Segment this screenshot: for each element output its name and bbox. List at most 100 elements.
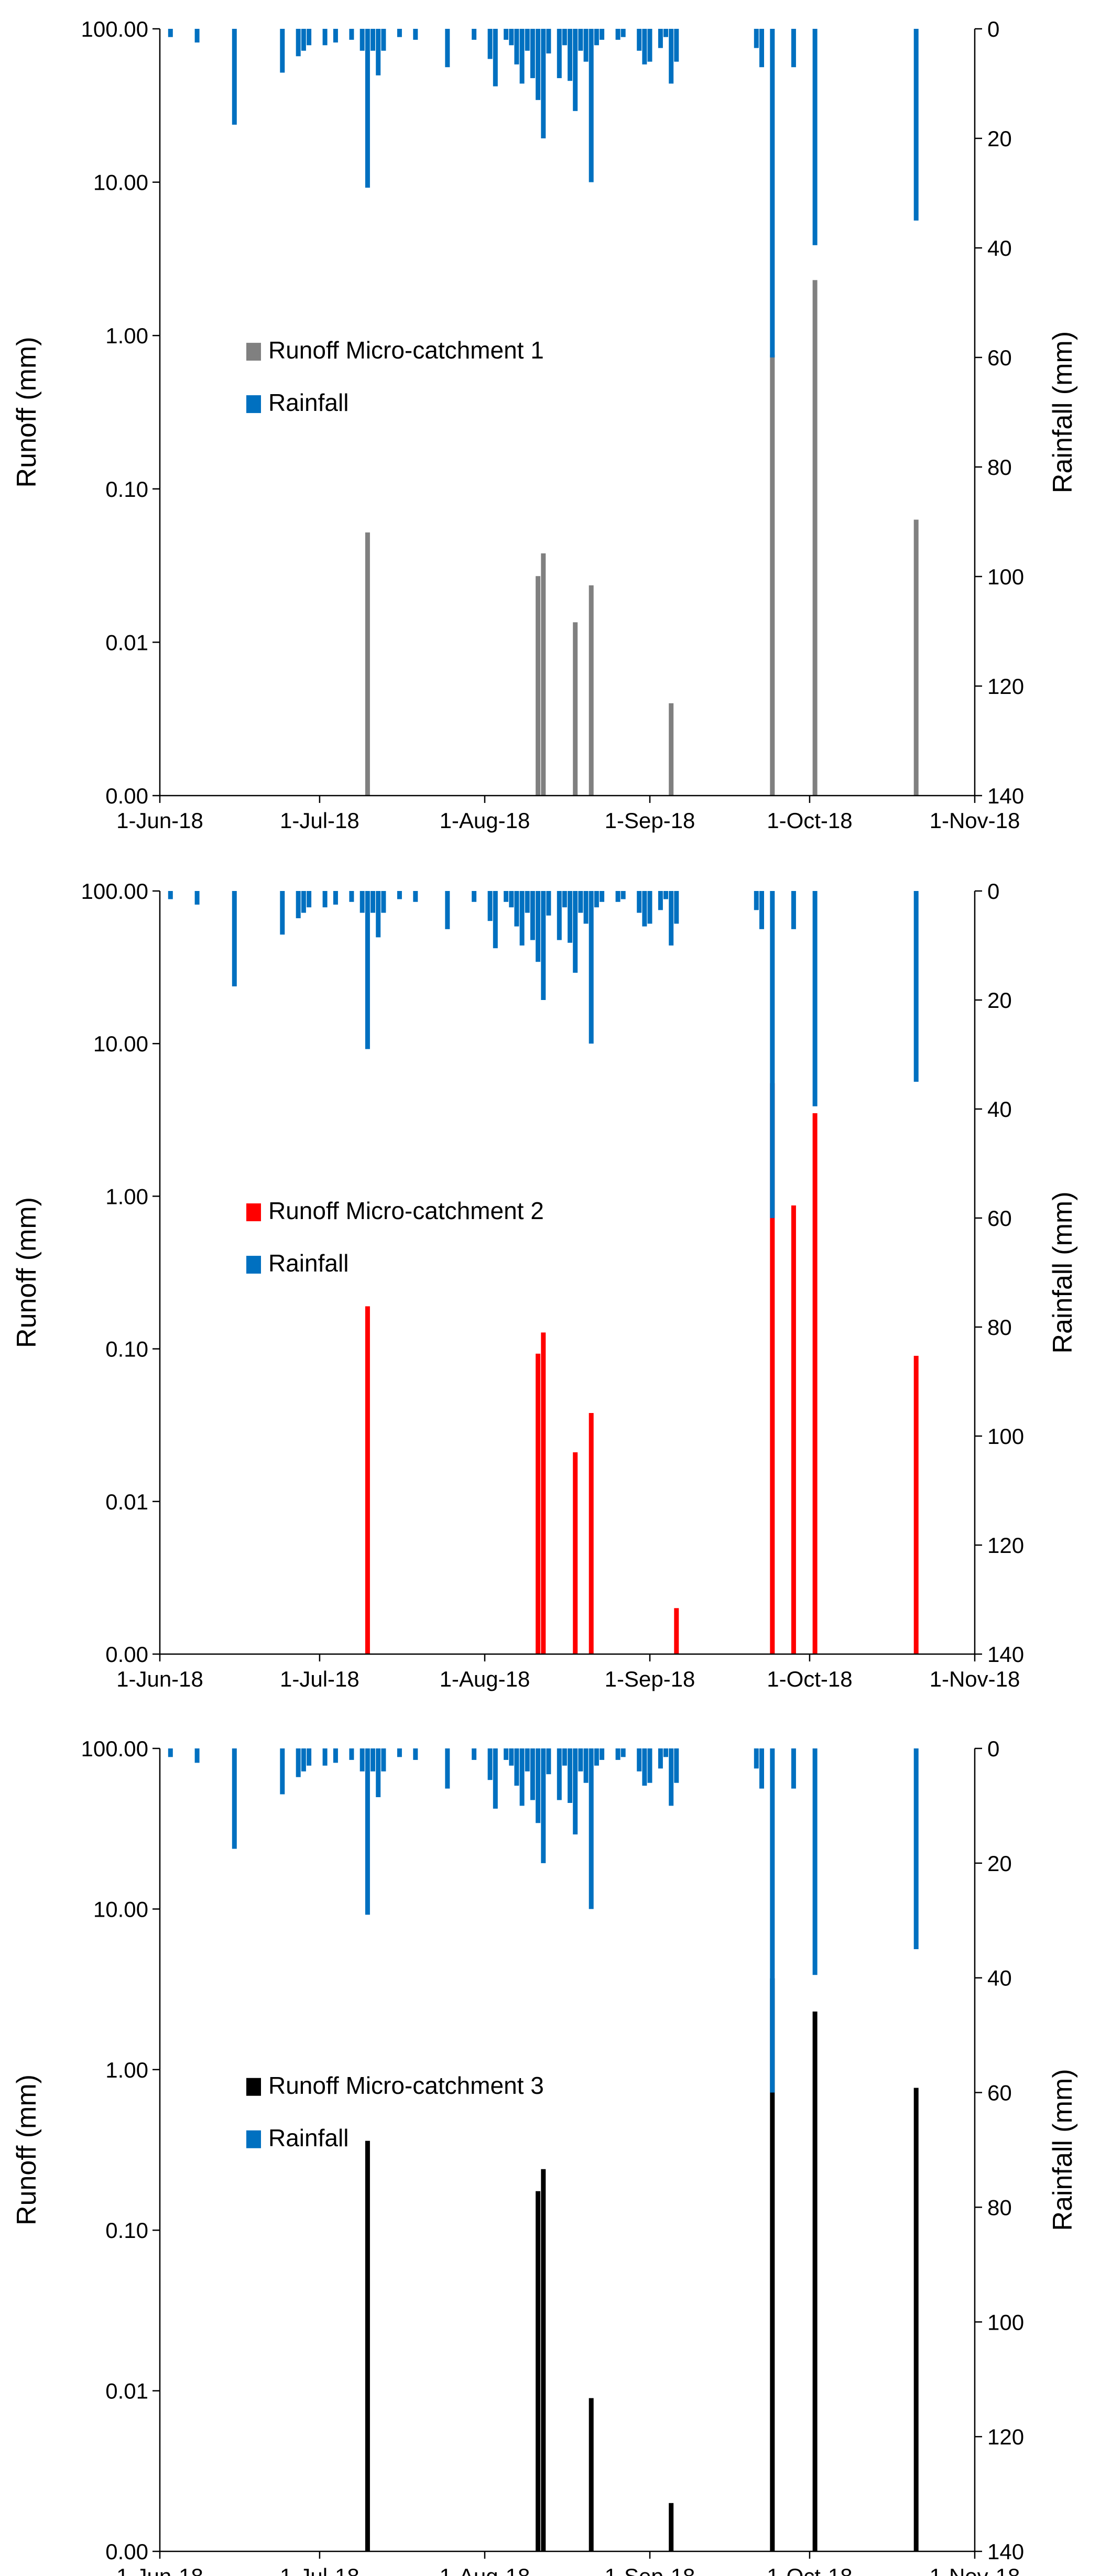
right-y-tick-label: 140 <box>987 784 1024 808</box>
left-y-tick-label: 0.10 <box>105 477 148 502</box>
rainfall-bar-48 <box>674 1748 679 1783</box>
runoff-bar-3 <box>541 1332 546 1654</box>
rainfall-bar-52 <box>791 891 796 929</box>
rainfall-bar-30 <box>546 891 551 916</box>
rainfall-bar-36 <box>583 891 589 924</box>
x-tick-label: 1-Oct-18 <box>767 808 852 833</box>
rainfall-bar-43 <box>642 1748 647 1786</box>
rainfall-bar-29 <box>541 29 546 138</box>
x-tick-label: 1-Sep-18 <box>605 808 695 833</box>
chart-panel-1: 0.00 0.01 0.10 1.00 10.00 100.00 0 20 40 60 80 100 1… <box>12 17 1078 833</box>
rainfall-bar-18 <box>445 891 450 929</box>
rainfall-bar-51 <box>770 1748 775 2093</box>
rainfall-bar-46 <box>663 891 668 899</box>
rainfall-bar-13 <box>371 29 375 51</box>
legend: Runoff Micro-catchment 3 Rainfall <box>246 2072 544 2151</box>
rainfall-bar-51 <box>770 29 775 357</box>
rainfall-bar-41 <box>620 891 626 899</box>
left-y-tick-label: 100.00 <box>81 1736 148 1761</box>
rainfall-bar-8 <box>322 891 328 908</box>
rainfall-bar-27 <box>530 29 535 79</box>
rainfall-bar-39 <box>600 29 605 40</box>
rainfall-bar-11 <box>360 1748 365 1771</box>
rainfall-bar-37 <box>589 1748 594 1909</box>
rainfall-bar-34 <box>573 891 578 973</box>
rainfall-bar-38 <box>594 29 599 46</box>
runoff-bar-7 <box>770 354 775 796</box>
rainfall-bar-14 <box>376 891 381 938</box>
runoff-bar-6 <box>674 1608 679 1654</box>
rainfall-bar-42 <box>637 1748 642 1771</box>
rainfall-bar-29 <box>541 891 546 1000</box>
runoff-bar-8 <box>791 1205 796 1654</box>
left-y-axis-title: Runoff (mm) <box>12 1197 42 1348</box>
rainfall-bar-20 <box>487 1748 493 1780</box>
left-y-tick-label: 0.00 <box>105 2539 148 2564</box>
runoff-bar-7 <box>770 1083 775 1654</box>
x-tick-label: 1-Nov-18 <box>930 2564 1020 2576</box>
x-tick-label: 1-Nov-18 <box>930 1667 1020 1691</box>
rainfall-bar-16 <box>397 1748 402 1757</box>
rainfall-bar-54 <box>913 1748 919 1949</box>
right-y-tick-label: 100 <box>987 564 1024 589</box>
rainfall-bar-44 <box>647 891 652 924</box>
rainfall-bar-5 <box>296 891 301 918</box>
rainfall-bar-31 <box>557 891 562 940</box>
right-y-axis-title: Rainfall (mm) <box>1048 331 1078 493</box>
rainfall-bar-47 <box>669 29 674 84</box>
rainfall-bar-53 <box>812 29 818 245</box>
right-y-axis-title: Rainfall (mm) <box>1048 2069 1078 2231</box>
rainfall-bar-40 <box>615 891 620 902</box>
rainfall-bar-8 <box>322 1748 328 1766</box>
right-y-tick-label: 40 <box>987 1097 1012 1122</box>
x-tick-label: 1-Jun-18 <box>116 2564 203 2576</box>
rainfall-bar-45 <box>658 29 663 48</box>
rainfall-bar-2 <box>194 1748 200 1763</box>
rainfall-bar-50 <box>759 891 764 929</box>
rainfall-bar-32 <box>562 1748 567 1766</box>
rainfall-bar-49 <box>754 29 759 48</box>
rainfall-bar-14 <box>376 29 381 75</box>
right-y-tick-label: 60 <box>987 345 1012 370</box>
left-y-tick-label: 10.00 <box>93 170 148 195</box>
rainfall-bar-45 <box>658 1748 663 1769</box>
rainfall-bar-10 <box>349 29 354 40</box>
rainfall-bar-2 <box>194 29 200 43</box>
runoff-bar-4 <box>589 2398 594 2551</box>
rainfall-bar-27 <box>530 891 535 940</box>
rainfall-bar-10 <box>349 891 354 902</box>
right-y-tick-label: 0 <box>987 1736 999 1761</box>
rainfall-bar-15 <box>381 29 386 51</box>
left-y-axis-title: Runoff (mm) <box>12 2074 42 2225</box>
rainfall-bar-30 <box>546 1748 551 1775</box>
rainfall-bar-22 <box>504 29 509 40</box>
rainfall-bar-44 <box>647 1748 652 1783</box>
right-y-tick-label: 120 <box>987 674 1024 699</box>
rainfall-bar-24 <box>514 29 519 64</box>
left-y-tick-label: 10.00 <box>93 1897 148 1921</box>
rainfall-bar-7 <box>307 891 312 908</box>
rainfall-bar-7 <box>307 1748 312 1766</box>
rainfall-bar-1 <box>168 29 173 37</box>
rainfall-bar-37 <box>589 29 594 182</box>
rainfall-bar-9 <box>333 29 338 43</box>
runoff-bar-8 <box>812 280 818 796</box>
rainfall-bar-46 <box>663 1748 668 1757</box>
left-y-axis-title: Runoff (mm) <box>12 337 42 488</box>
x-tick-label: 1-Jun-18 <box>116 1667 203 1691</box>
rainfall-bar-22 <box>504 891 509 902</box>
x-tick-label: 1-Aug-18 <box>440 2564 530 2576</box>
left-y-tick-label: 0.00 <box>105 784 148 808</box>
rainfall-bar-2 <box>194 891 200 905</box>
runoff-bar-2 <box>536 576 541 796</box>
rainfall-bar-49 <box>754 1748 759 1769</box>
right-y-tick-label: 140 <box>987 1642 1024 1667</box>
rainfall-bar-54 <box>913 891 919 1082</box>
left-y-tick-label: 0.01 <box>105 1490 148 1514</box>
rainfall-bar-24 <box>514 1748 519 1786</box>
rainfall-bar-25 <box>519 1748 525 1806</box>
rainfall-bar-16 <box>397 29 402 37</box>
rainfall-bar-11 <box>360 29 365 51</box>
rainfall-bar-32 <box>562 29 567 46</box>
